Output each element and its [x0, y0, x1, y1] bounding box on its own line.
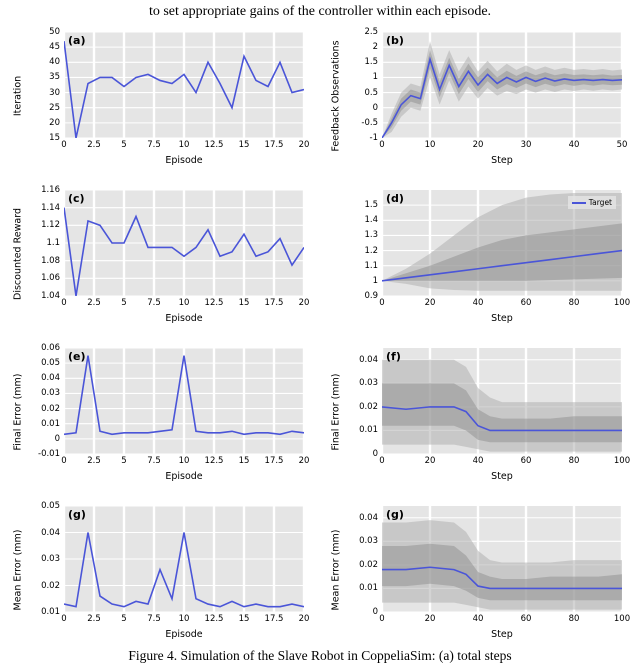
x-ticks: 02.557.51012.51517.520 [64, 614, 304, 626]
x-axis-label: Episode [64, 313, 304, 324]
x-ticks: 020406080100 [382, 298, 622, 310]
panel-a: Iteration1520253035404550(a)02.557.51012… [10, 26, 312, 166]
panel-label: (c) [68, 192, 85, 205]
figure-caption: Figure 4. Simulation of the Slave Robot … [0, 640, 640, 664]
legend: Target [568, 196, 616, 209]
plot-area: Target [382, 190, 622, 296]
panel-label: (g) [386, 508, 404, 521]
plot-area [64, 348, 304, 454]
y-ticks: 1520253035404550 [10, 32, 62, 138]
x-axis-label: Episode [64, 471, 304, 482]
x-axis-label: Episode [64, 155, 304, 166]
x-ticks: 02.557.51012.51517.520 [64, 456, 304, 468]
plot-area [64, 32, 304, 138]
plot-area [64, 506, 304, 612]
y-ticks: 1.041.061.081.11.121.141.16 [10, 190, 62, 296]
plot-area [382, 348, 622, 454]
plot-area [382, 32, 622, 138]
plot-area [64, 190, 304, 296]
x-ticks: 01020304050 [382, 140, 622, 152]
panel-b: Feedback Observations-1-0.500.511.522.5(… [328, 26, 630, 166]
panel-label: (d) [386, 192, 404, 205]
panel-label: (b) [386, 34, 404, 47]
panel-d: 0.911.11.21.31.41.5 Target (d) 020406080100… [328, 184, 630, 324]
x-axis-label: Episode [64, 629, 304, 640]
y-ticks: 0.010.020.030.040.05 [10, 506, 62, 612]
x-ticks: 020406080100 [382, 614, 622, 626]
y-ticks: 0.911.11.21.31.41.5 [328, 190, 380, 296]
x-axis-label: Step [382, 155, 622, 166]
x-ticks: 020406080100 [382, 456, 622, 468]
panel-g2: Mean Error (mm)00.010.020.030.04(g)02040… [328, 500, 630, 640]
x-ticks: 02.557.51012.51517.520 [64, 298, 304, 310]
panel-label: (e) [68, 350, 86, 363]
panel-e: Final Error (mm)-0.0100.010.020.030.040.… [10, 342, 312, 482]
y-ticks: -0.0100.010.020.030.040.050.06 [10, 348, 62, 454]
panel-label: (f) [386, 350, 401, 363]
panel-f: Final Error (mm)00.010.020.030.04(f)0204… [328, 342, 630, 482]
plot-area [382, 506, 622, 612]
top-cut-text: to set appropriate gains of the controll… [0, 0, 640, 26]
panel-label: (a) [68, 34, 85, 47]
x-axis-label: Step [382, 313, 622, 324]
figure-grid: Iteration1520253035404550(a)02.557.51012… [0, 26, 640, 640]
panel-c: Discounted Reward1.041.061.081.11.121.14… [10, 184, 312, 324]
x-ticks: 02.557.51012.51517.520 [64, 140, 304, 152]
x-axis-label: Step [382, 629, 622, 640]
panel-label: (g) [68, 508, 86, 521]
y-ticks: 00.010.020.030.04 [328, 348, 380, 454]
panel-g1: Mean Error (mm)0.010.020.030.040.05(g)02… [10, 500, 312, 640]
x-axis-label: Step [382, 471, 622, 482]
y-ticks: -1-0.500.511.522.5 [328, 32, 380, 138]
y-ticks: 00.010.020.030.04 [328, 506, 380, 612]
